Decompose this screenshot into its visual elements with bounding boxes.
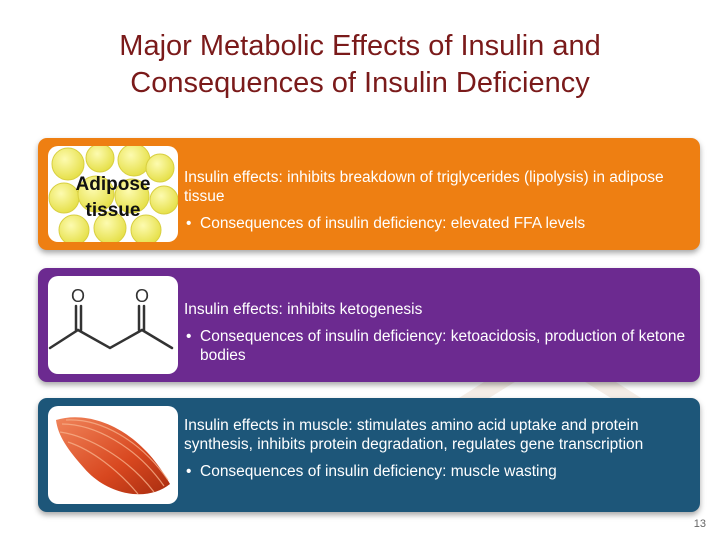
ketogenesis-consequence-text: Consequences of insulin deficiency: keto… <box>200 328 686 364</box>
bullet-marker: • <box>186 215 192 232</box>
muscle-consequence-text: Consequences of insulin deficiency: musc… <box>200 463 557 480</box>
ketogenesis-text: Insulin effects: inhibits ketogenesis • … <box>184 300 690 365</box>
adipose-text: Insulin effects: inhibits breakdown of t… <box>184 168 690 233</box>
title-line-1: Major Metabolic Effects of Insulin and <box>119 30 601 62</box>
muscle-effect: Insulin effects in muscle: stimulates am… <box>184 417 644 453</box>
title-line-2: Consequences of Insulin Deficiency <box>130 67 590 99</box>
slide-title: Major Metabolic Effects of Insulin and C… <box>0 28 720 102</box>
muscle-band: Insulin effects in muscle: stimulates am… <box>38 398 700 512</box>
muscle-icon <box>56 417 170 495</box>
adipose-label-1: Adipose <box>76 174 151 195</box>
ketogenesis-effect: Insulin effects: inhibits ketogenesis <box>184 301 423 318</box>
adipose-effect: Insulin effects: inhibits breakdown of t… <box>184 169 664 205</box>
adipose-consequence: • Consequences of insulin deficiency: el… <box>184 214 690 233</box>
adipose-consequence-text: Consequences of insulin deficiency: elev… <box>200 215 586 232</box>
muscle-text: Insulin effects in muscle: stimulates am… <box>184 416 690 481</box>
muscle-image <box>48 406 178 504</box>
ketogenesis-consequence: • Consequences of insulin deficiency: ke… <box>184 327 690 365</box>
ketogenesis-band: O O Insulin effects: inhibits ketogenesi… <box>38 268 700 382</box>
adipose-image: Adipose tissue <box>48 146 178 242</box>
ketone-structure-icon: O O <box>48 286 174 350</box>
bullet-marker: • <box>186 463 192 480</box>
bullet-marker: • <box>186 328 192 345</box>
adipose-band: Adipose tissue Insulin effects: inhibits… <box>38 138 700 250</box>
page-number: 13 <box>693 518 706 530</box>
adipose-tissue-icon: Adipose tissue <box>48 146 178 242</box>
adipose-label-2: tissue <box>86 200 141 221</box>
muscle-consequence: • Consequences of insulin deficiency: mu… <box>184 462 690 481</box>
oxygen-label-2: O <box>135 286 149 306</box>
oxygen-label-1: O <box>71 286 85 306</box>
ketone-image: O O <box>48 276 178 374</box>
